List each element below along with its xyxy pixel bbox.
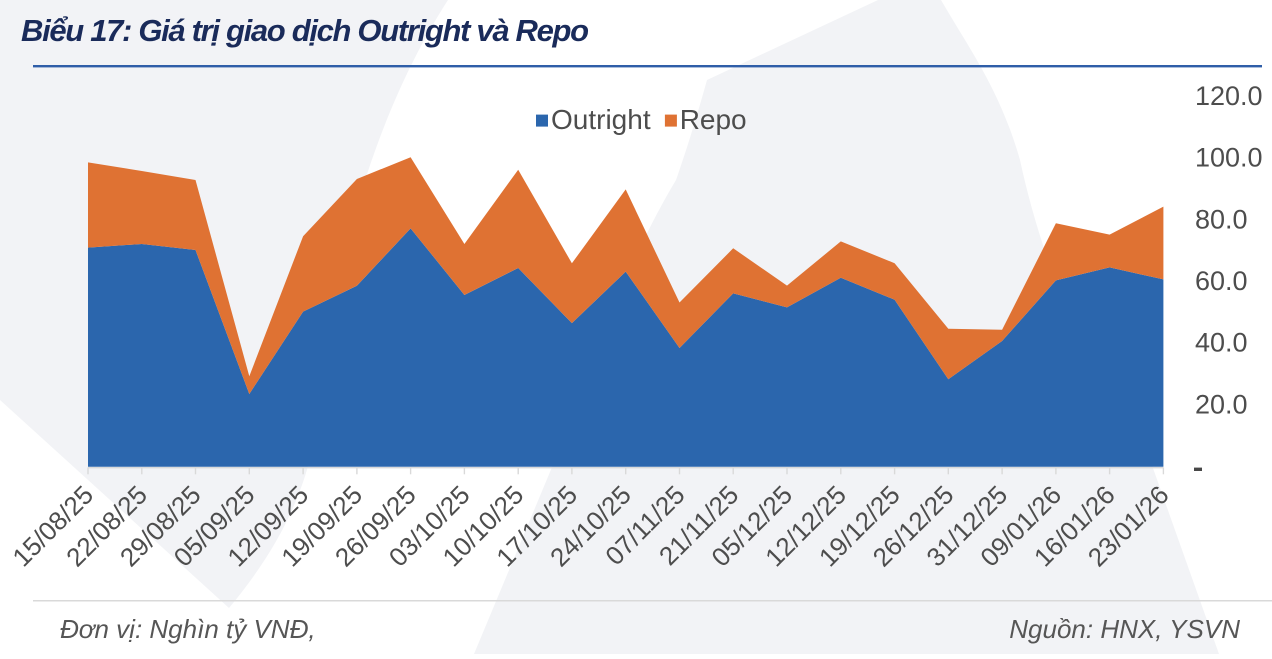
svg-text:Nguồn: HNX, YSVN: Nguồn: HNX, YSVN bbox=[1009, 614, 1240, 644]
svg-text:Đơn vị: Nghìn tỷ VNĐ,: Đơn vị: Nghìn tỷ VNĐ, bbox=[60, 614, 316, 644]
svg-text:60.0: 60.0 bbox=[1195, 266, 1248, 296]
svg-text:100.0: 100.0 bbox=[1195, 143, 1263, 173]
svg-text:Repo: Repo bbox=[680, 104, 747, 135]
svg-text:40.0: 40.0 bbox=[1195, 328, 1248, 358]
svg-text:Outright: Outright bbox=[551, 104, 651, 135]
svg-text:20.0: 20.0 bbox=[1195, 389, 1248, 419]
svg-text:Biểu 17: Giá trị giao dịch Out: Biểu 17: Giá trị giao dịch Outright và R… bbox=[21, 13, 588, 48]
svg-text:120.0: 120.0 bbox=[1195, 81, 1263, 111]
svg-text:80.0: 80.0 bbox=[1195, 204, 1248, 234]
